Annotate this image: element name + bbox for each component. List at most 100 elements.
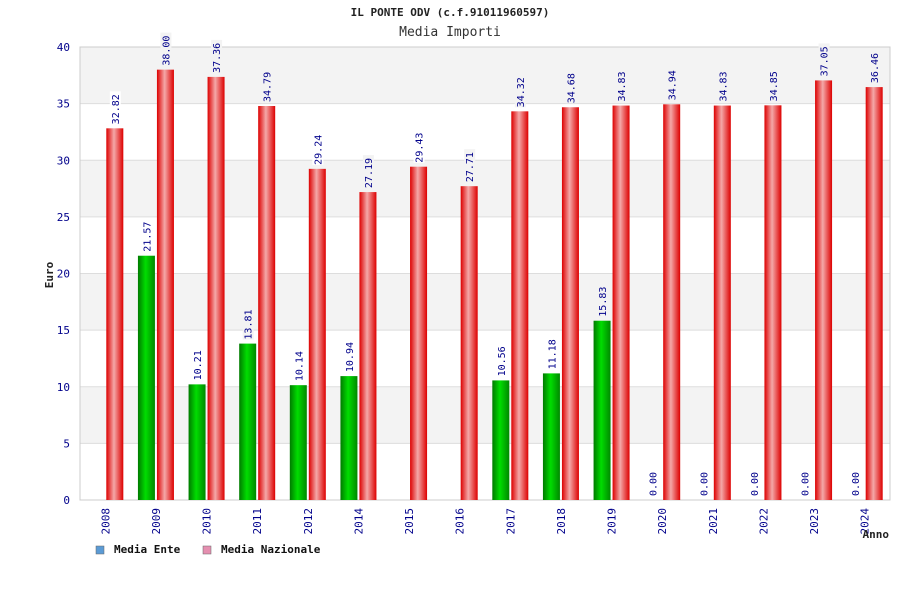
bar-media-nazionale-2012 xyxy=(308,168,326,500)
data-label-bg xyxy=(362,155,374,189)
x-axis-label: Anno xyxy=(863,528,890,541)
data-label-bg xyxy=(597,283,609,317)
data-label-media-nazionale-2019: 34.83 xyxy=(617,71,628,101)
y-tick-label: 30 xyxy=(57,154,70,167)
x-tick-label-2022: 2022 xyxy=(757,508,770,535)
bar-media-nazionale-2021 xyxy=(713,105,731,501)
bar-media-nazionale-2014 xyxy=(359,192,377,501)
legend-label-media-nazionale: Media Nazionale xyxy=(221,543,321,556)
data-label-bg xyxy=(160,32,172,66)
x-tick-label-2012: 2012 xyxy=(302,508,315,535)
y-tick-label: 40 xyxy=(57,41,70,54)
data-label-media-nazionale-2018: 34.68 xyxy=(566,73,577,103)
x-tick-label-2015: 2015 xyxy=(403,508,416,535)
legend: Media Ente Media Nazionale xyxy=(95,543,321,556)
legend-swatch-media-ente xyxy=(95,545,105,555)
bar-media-ente-2011 xyxy=(239,343,257,500)
x-tick-label-2010: 2010 xyxy=(201,508,214,535)
data-label-bg xyxy=(818,43,830,77)
plot-area xyxy=(79,46,891,501)
data-label-bg xyxy=(211,39,223,73)
data-label-media-nazionale-2021: 34.83 xyxy=(718,71,729,101)
data-label-media-ente-2009: 21.57 xyxy=(142,222,153,252)
x-tick-label-2016: 2016 xyxy=(454,508,467,535)
data-label-media-ente-2021: 0.00 xyxy=(699,472,710,496)
data-label-bg xyxy=(141,218,153,252)
data-label-bg xyxy=(261,69,273,103)
data-label-media-ente-2017: 10.56 xyxy=(497,346,508,376)
data-label-bg xyxy=(850,469,862,496)
x-tick-label-2021: 2021 xyxy=(707,508,720,535)
bar-media-nazionale-2022 xyxy=(764,105,782,500)
data-label-media-ente-2024: 0.00 xyxy=(851,472,862,496)
x-tick-label-2023: 2023 xyxy=(808,508,821,535)
data-label-bg xyxy=(565,70,577,104)
data-label-bg xyxy=(546,336,558,370)
legend-swatch-media-nazionale xyxy=(202,545,212,555)
data-label-media-nazionale-2008: 32.82 xyxy=(111,94,122,124)
data-label-media-nazionale-2024: 36.46 xyxy=(870,53,881,83)
data-label-bg xyxy=(717,68,729,102)
bar-media-nazionale-2016 xyxy=(460,186,478,500)
data-label-bg xyxy=(698,469,710,496)
data-label-media-nazionale-2010: 37.36 xyxy=(212,43,223,73)
bar-media-nazionale-2020 xyxy=(663,104,681,500)
x-tick-label-2017: 2017 xyxy=(504,508,517,535)
y-tick-label: 10 xyxy=(57,381,70,394)
data-label-media-nazionale-2011: 34.79 xyxy=(263,72,274,102)
data-label-bg xyxy=(192,347,204,381)
y-tick-label: 20 xyxy=(57,268,70,281)
data-label-media-nazionale-2014: 27.19 xyxy=(364,158,375,188)
data-label-bg xyxy=(799,469,811,496)
data-label-media-nazionale-2012: 29.24 xyxy=(313,135,324,165)
bar-media-nazionale-2018 xyxy=(561,107,579,501)
bar-media-nazionale-2008 xyxy=(106,128,124,500)
x-tick-label-2019: 2019 xyxy=(606,508,619,535)
data-label-bg xyxy=(343,339,355,373)
data-label-media-ente-2019: 15.83 xyxy=(598,287,609,317)
chart-subtitle: Media Importi xyxy=(399,25,501,40)
x-tick-label-2008: 2008 xyxy=(99,508,112,535)
data-label-media-ente-2018: 11.18 xyxy=(547,339,558,369)
bar-media-nazionale-2010 xyxy=(207,76,225,500)
data-label-bg xyxy=(514,74,526,108)
x-tick-label-2011: 2011 xyxy=(251,508,264,535)
data-label-media-nazionale-2023: 37.05 xyxy=(820,46,831,76)
data-label-bg xyxy=(109,91,121,125)
data-label-bg xyxy=(767,68,779,102)
data-label-bg xyxy=(616,68,628,102)
data-label-media-nazionale-2022: 34.85 xyxy=(769,71,780,101)
bar-media-ente-2010 xyxy=(188,384,206,500)
chart-title: IL PONTE ODV (c.f.91011960597) xyxy=(350,6,550,19)
data-label-bg xyxy=(464,149,476,183)
x-tick-label-2020: 2020 xyxy=(656,508,669,535)
bar-media-nazionale-2019 xyxy=(612,105,630,501)
y-tick-label: 15 xyxy=(57,324,70,337)
x-tick-label-2024: 2024 xyxy=(859,508,872,535)
bar-media-nazionale-2009 xyxy=(156,69,174,501)
bar-media-ente-2009 xyxy=(137,255,155,500)
bar-media-nazionale-2011 xyxy=(258,106,276,501)
x-tick-label-2009: 2009 xyxy=(150,508,163,535)
data-label-media-ente-2011: 13.81 xyxy=(244,309,255,339)
data-label-media-ente-2020: 0.00 xyxy=(649,472,660,496)
y-axis-label: Euro xyxy=(43,261,56,288)
data-label-media-nazionale-2009: 38.00 xyxy=(161,36,172,66)
data-label-bg xyxy=(312,131,324,165)
y-tick-label: 0 xyxy=(63,494,70,507)
bar-media-ente-2017 xyxy=(492,380,510,500)
bar-media-nazionale-2024 xyxy=(865,87,883,500)
data-label-media-ente-2022: 0.00 xyxy=(750,472,761,496)
legend-label-media-ente: Media Ente xyxy=(114,543,181,556)
data-label-bg xyxy=(293,348,305,382)
data-label-bg xyxy=(748,469,760,496)
y-tick-label: 5 xyxy=(63,437,70,450)
data-label-media-ente-2012: 10.14 xyxy=(294,351,305,381)
data-label-bg xyxy=(647,469,659,496)
x-tick-label-2014: 2014 xyxy=(352,508,365,535)
data-label-media-nazionale-2017: 34.32 xyxy=(516,77,527,107)
x-tick-label-2018: 2018 xyxy=(555,508,568,535)
bar-media-nazionale-2015 xyxy=(410,166,428,500)
data-label-media-ente-2014: 10.94 xyxy=(345,342,356,372)
